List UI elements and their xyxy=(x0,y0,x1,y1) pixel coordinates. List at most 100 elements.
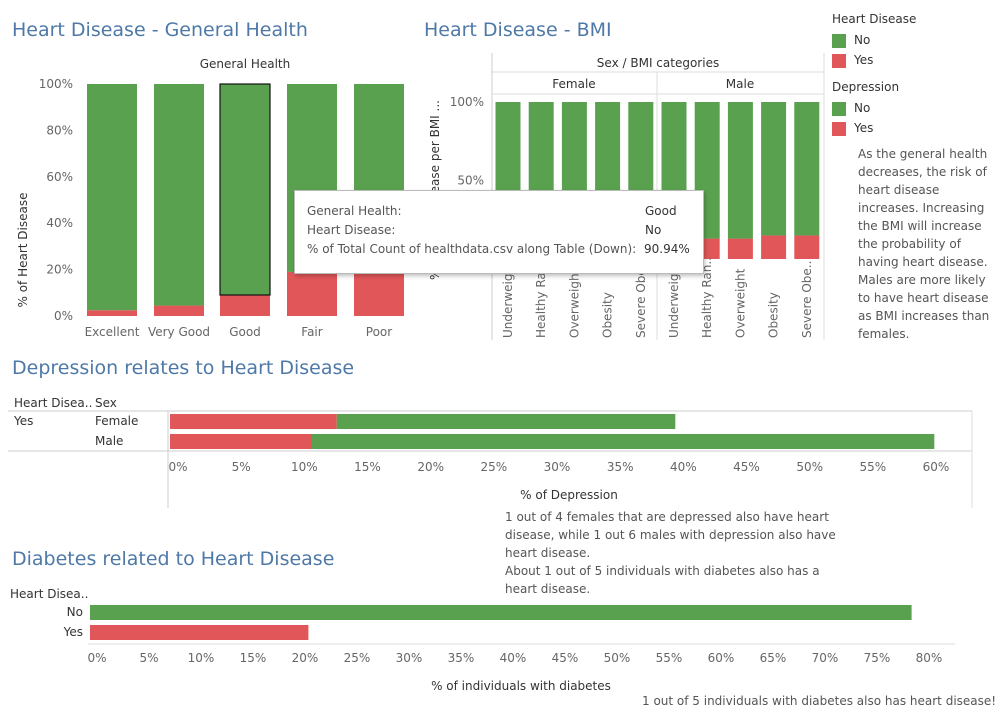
bmi-axis-title: Sex / BMI categories xyxy=(597,56,719,70)
diabetes-x-tick: 60% xyxy=(708,651,735,665)
depression-row-group-yes: Yes xyxy=(13,414,33,428)
legend: Heart Disease No Yes Depression No Yes xyxy=(832,10,1002,138)
general-health-bar-no[interactable] xyxy=(87,84,137,311)
general-health-bar-no[interactable] xyxy=(219,83,271,296)
bmi-x-label: Obesity xyxy=(767,292,781,338)
legend-depression-no[interactable]: No xyxy=(832,98,1002,118)
bmi-bar-yes[interactable] xyxy=(761,235,787,259)
bmi-y-tick: 100% xyxy=(450,95,484,109)
general-health-bar-no[interactable] xyxy=(154,84,204,306)
legend-heart-disease-yes[interactable]: Yes xyxy=(832,50,1002,70)
diabetes-x-tick: 20% xyxy=(292,651,319,665)
general-health-x-label: Poor xyxy=(366,325,392,339)
general-health-x-label: Good xyxy=(229,325,261,339)
bmi-x-label: Underweight xyxy=(501,261,515,338)
bmi-bar-yes[interactable] xyxy=(727,238,753,259)
tooltip-value-heart-disease: No xyxy=(645,223,662,237)
bmi-x-label: Overweight xyxy=(567,268,581,338)
depression-chart[interactable]: Heart Disea.. Sex Yes Female Male 0% 5% 10%… xyxy=(0,390,980,512)
general-health-x-label: Excellent xyxy=(85,325,140,339)
bmi-x-label: Obesity xyxy=(601,292,615,338)
diabetes-row-label: Yes xyxy=(63,625,83,639)
bmi-group-female: Female xyxy=(552,77,595,91)
bmi-group-male: Male xyxy=(726,77,754,91)
tooltip-label-percent: % of Total Count of healthdata.csv along… xyxy=(307,242,637,256)
depression-bar-yes[interactable] xyxy=(170,434,312,449)
depression-x-tick: 45% xyxy=(733,460,760,474)
bmi-bar-yes[interactable] xyxy=(794,235,820,259)
legend-yes-label: Yes xyxy=(854,121,874,135)
depression-row-header-heart-disease: Heart Disea.. xyxy=(14,396,92,410)
legend-heart-disease-no[interactable]: No xyxy=(832,30,1002,50)
bmi-y-tick: 50% xyxy=(457,174,484,188)
depression-x-tick: 30% xyxy=(544,460,571,474)
legend-yes-label: Yes xyxy=(854,53,874,67)
bmi-title: Heart Disease - BMI xyxy=(424,19,612,41)
general-health-bar-yes[interactable] xyxy=(287,271,337,316)
diabetes-x-tick: 10% xyxy=(188,651,215,665)
depression-x-tick: 5% xyxy=(232,460,251,474)
diabetes-x-tick: 30% xyxy=(396,651,423,665)
general-health-title: Heart Disease - General Health xyxy=(12,19,308,41)
bmi-x-label: Severe Obe.. xyxy=(634,261,648,338)
bmi-x-label: Overweight xyxy=(733,268,747,338)
diabetes-x-tick: 65% xyxy=(760,651,787,665)
tooltip-value-general-health: Good xyxy=(645,204,677,218)
depression-x-tick: 0% xyxy=(168,460,187,474)
legend-no-swatch xyxy=(832,33,846,48)
tooltip: General Health: Good Heart Disease: No %… xyxy=(294,190,704,274)
bmi-bar-no[interactable] xyxy=(727,102,753,239)
depression-row-header-sex: Sex xyxy=(95,396,117,410)
diabetes-x-tick: 25% xyxy=(344,651,371,665)
legend-yes-swatch xyxy=(832,53,846,68)
depression-note: 1 out of 4 females that are depressed al… xyxy=(505,508,840,598)
general-health-y-tick: 80% xyxy=(46,123,73,137)
diabetes-x-tick: 70% xyxy=(812,651,839,665)
depression-bar-no[interactable] xyxy=(311,434,935,449)
diabetes-x-tick: 55% xyxy=(656,651,683,665)
general-health-axis-title: General Health xyxy=(200,57,291,71)
general-health-x-label: Fair xyxy=(301,325,322,339)
legend-yes-swatch xyxy=(832,121,846,136)
depression-x-tick: 60% xyxy=(923,460,950,474)
diabetes-x-tick: 15% xyxy=(240,651,267,665)
bmi-bar-no[interactable] xyxy=(761,102,787,236)
general-health-bar-yes[interactable] xyxy=(220,294,270,316)
diabetes-x-tick: 5% xyxy=(139,651,158,665)
side-note: As the general health decreases, the ris… xyxy=(858,147,990,341)
general-health-y-tick: 60% xyxy=(46,170,73,184)
diabetes-title: Diabetes related to Heart Disease xyxy=(12,548,335,570)
depression-bar-no[interactable] xyxy=(336,414,676,429)
depression-x-tick: 20% xyxy=(417,460,444,474)
tooltip-label-heart-disease: Heart Disease: xyxy=(307,223,396,237)
bmi-bar-no[interactable] xyxy=(794,102,820,236)
legend-heart-disease-title: Heart Disease xyxy=(832,12,917,26)
general-health-y-tick: 40% xyxy=(46,216,73,230)
depression-x-tick: 10% xyxy=(291,460,318,474)
general-health-y-tick: 100% xyxy=(39,77,73,91)
diabetes-bar[interactable] xyxy=(90,625,309,640)
legend-depression-title: Depression xyxy=(832,80,900,94)
diabetes-footnote: 1 out of 5 individuals with diabetes als… xyxy=(642,694,997,708)
legend-depression-yes[interactable]: Yes xyxy=(832,118,1002,138)
depression-x-tick: 40% xyxy=(670,460,697,474)
diabetes-x-tick: 50% xyxy=(604,651,631,665)
diabetes-bar[interactable] xyxy=(90,605,912,620)
diabetes-x-tick: 45% xyxy=(552,651,579,665)
depression-x-tick: 55% xyxy=(859,460,886,474)
diabetes-x-label: % of individuals with diabetes xyxy=(431,679,611,693)
depression-x-label: % of Depression xyxy=(520,488,618,502)
depression-bar-yes[interactable] xyxy=(170,414,337,429)
depression-x-tick: 25% xyxy=(480,460,507,474)
depression-x-tick: 35% xyxy=(607,460,634,474)
general-health-bar-yes[interactable] xyxy=(154,305,204,316)
diabetes-chart[interactable]: Heart Disea.. No Yes 0% 5% 10% 15% 20% 25% 30% 3… xyxy=(0,582,980,697)
bmi-x-label: Healthy Ran.. xyxy=(534,257,548,338)
diabetes-x-tick: 75% xyxy=(864,651,891,665)
depression-title: Depression relates to Heart Disease xyxy=(12,357,355,379)
general-health-bar-yes[interactable] xyxy=(87,310,137,316)
bmi-x-label: Healthy Ran.. xyxy=(700,257,714,338)
general-health-y-tick: 20% xyxy=(46,263,73,277)
tooltip-value-percent: 90.94% xyxy=(644,242,690,256)
depression-row-label: Male xyxy=(95,434,123,448)
